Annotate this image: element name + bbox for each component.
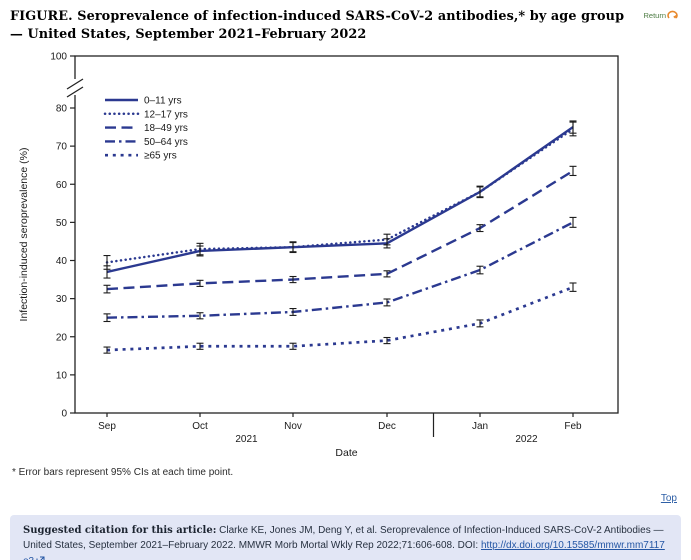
svg-text:Dec: Dec xyxy=(378,421,396,432)
suggested-citation-box: Suggested citation for this article: Cla… xyxy=(10,514,681,560)
top-link-row: Top xyxy=(10,488,681,506)
citation-suffix: . xyxy=(45,556,51,560)
legend: 0–11 yrs 12–17 yrs 18–49 yrs 50–64 yrs ≥65 y… xyxy=(103,95,188,162)
svg-text:Sep: Sep xyxy=(98,421,116,432)
svg-text:50: 50 xyxy=(56,218,68,229)
error-bars-18-49-yrs xyxy=(103,165,577,294)
y-axis: 0 10 20 30 40 50 60 70 80 100 xyxy=(50,51,75,419)
figure-footnote: * Error bars represent 95% CIs at each t… xyxy=(12,466,234,478)
y-axis-break-icon xyxy=(66,78,84,98)
y-axis-label: Infection-induced seroprevalence (%) xyxy=(18,147,30,321)
svg-text:70: 70 xyxy=(56,141,68,152)
svg-text:100: 100 xyxy=(50,51,67,62)
return-arrow-icon xyxy=(667,10,678,19)
citation-label: Suggested citation for this article: xyxy=(23,524,217,536)
error-bars-12-17-yrs xyxy=(103,121,577,270)
series-line-50-64-yrs xyxy=(106,221,574,319)
series-line-65-yrs xyxy=(106,285,574,352)
legend-label: ≥65 yrs xyxy=(144,151,177,162)
return-link[interactable]: Return xyxy=(643,10,679,21)
svg-text:80: 80 xyxy=(56,103,68,114)
svg-text:Jan: Jan xyxy=(472,421,488,432)
legend-item-12-17-yrs: 12–17 yrs xyxy=(103,109,188,120)
svg-text:Feb: Feb xyxy=(564,421,582,432)
external-link-icon xyxy=(36,555,45,560)
series-line-0-11-yrs xyxy=(106,125,574,273)
series-line-12-17-yrs xyxy=(105,127,575,264)
return-link-label: Return xyxy=(643,11,666,20)
legend-item-50-64-yrs: 50–64 yrs xyxy=(105,137,188,148)
svg-text:40: 40 xyxy=(56,256,68,267)
chart-svg: 0 10 20 30 40 50 60 70 80 100 Sep Oct Nov Dec Jan Feb 20… xyxy=(18,51,619,459)
svg-text:Oct: Oct xyxy=(192,421,208,432)
figure-header: FIGURE. Seroprevalence of infection-indu… xyxy=(10,8,681,44)
citation-text: Clarke KE, Jones JM, Deng Y, et al. Sero… xyxy=(23,524,664,552)
legend-label: 12–17 yrs xyxy=(144,109,188,120)
x-axis-label: Date xyxy=(335,447,357,459)
svg-text:60: 60 xyxy=(56,180,68,191)
svg-text:0: 0 xyxy=(61,408,67,419)
seroprevalence-chart: 0 10 20 30 40 50 60 70 80 100 Sep Oct Nov Dec Jan Feb 20… xyxy=(10,48,681,465)
error-bars-65-yrs xyxy=(103,282,577,354)
x-axis: Sep Oct Nov Dec Jan Feb 2021 2022 Date xyxy=(98,412,582,459)
legend-label: 50–64 yrs xyxy=(144,137,188,148)
svg-text:30: 30 xyxy=(56,294,68,305)
svg-text:Nov: Nov xyxy=(284,421,302,432)
error-bars-50-64-yrs xyxy=(103,216,577,322)
legend-label: 0–11 yrs xyxy=(144,95,182,106)
top-link[interactable]: Top xyxy=(660,492,677,504)
year-label-2022: 2022 xyxy=(515,434,538,445)
legend-item-18-49-yrs: 18–49 yrs xyxy=(105,123,188,134)
series-line-18-49-yrs xyxy=(106,169,574,291)
svg-text:20: 20 xyxy=(56,332,68,343)
legend-label: 18–49 yrs xyxy=(144,123,188,134)
legend-item-0-11-yrs: 0–11 yrs xyxy=(105,95,182,106)
plot-frame xyxy=(74,55,619,414)
figure-title: FIGURE. Seroprevalence of infection-indu… xyxy=(10,9,625,42)
year-label-2021: 2021 xyxy=(235,434,258,445)
legend-item-65-yrs: ≥65 yrs xyxy=(105,151,177,162)
svg-text:10: 10 xyxy=(56,370,68,381)
doi-link[interactable]: http://dx.doi.org/10.15585/mmwr.mm7117e3 xyxy=(23,540,665,560)
